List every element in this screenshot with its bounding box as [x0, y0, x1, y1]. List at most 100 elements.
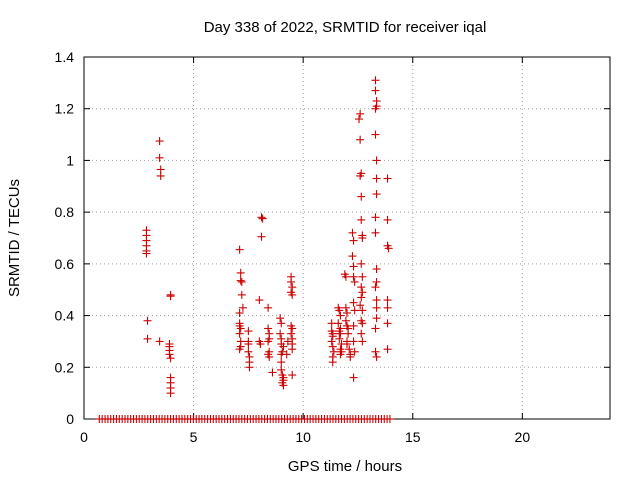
data-point — [257, 232, 266, 241]
data-point — [383, 319, 392, 328]
data-point — [371, 76, 380, 85]
data-point — [143, 334, 152, 343]
data-point — [143, 316, 152, 325]
data-point — [287, 277, 296, 286]
y-tick-label: 0.6 — [55, 256, 75, 272]
data-point — [166, 389, 175, 398]
data-point — [156, 171, 165, 180]
x-tick-label: 10 — [295, 429, 311, 445]
data-point — [277, 365, 286, 374]
data-point — [358, 337, 367, 346]
data-point — [356, 109, 365, 118]
data-point — [343, 340, 351, 349]
data-point — [282, 350, 291, 359]
data-points — [95, 76, 394, 423]
data-point — [245, 363, 254, 372]
y-tick-label: 0.4 — [55, 308, 75, 324]
data-point — [358, 272, 367, 281]
data-point — [265, 352, 274, 361]
data-point — [327, 337, 336, 346]
data-point — [343, 308, 351, 317]
data-point — [155, 137, 164, 146]
data-point — [372, 277, 381, 286]
data-point — [336, 329, 345, 338]
data-point — [383, 296, 392, 305]
chart-title: Day 338 of 2022, SRMTID for receiver iqa… — [204, 19, 487, 36]
data-point — [372, 265, 381, 274]
x-tick-label: 15 — [405, 429, 421, 445]
data-point — [356, 135, 365, 144]
data-point — [277, 319, 286, 328]
data-point — [288, 290, 297, 299]
zero-data-point — [385, 415, 394, 423]
data-point — [264, 337, 273, 346]
data-point — [356, 171, 365, 180]
data-point — [384, 244, 393, 253]
data-point — [341, 272, 350, 281]
data-point — [371, 228, 380, 237]
data-point — [371, 347, 380, 356]
data-point — [276, 329, 285, 338]
data-point — [372, 156, 381, 165]
data-point — [358, 319, 367, 328]
data-point — [235, 329, 244, 338]
data-point — [236, 268, 245, 277]
data-point — [357, 283, 366, 292]
data-point — [142, 249, 151, 258]
data-point — [264, 303, 273, 312]
data-point — [383, 345, 392, 354]
plot-frame — [83, 56, 611, 420]
data-point — [344, 329, 353, 338]
data-point — [348, 228, 357, 237]
data-point — [328, 332, 337, 341]
data-point — [372, 190, 381, 199]
y-tick-label: 0.8 — [55, 204, 75, 220]
data-point — [155, 337, 164, 346]
data-point — [268, 368, 277, 377]
data-point — [335, 306, 344, 315]
data-point — [336, 350, 345, 359]
data-point — [288, 324, 297, 333]
x-tick-label: 5 — [190, 429, 198, 445]
data-point — [349, 373, 358, 382]
data-point — [371, 213, 380, 222]
data-point — [341, 303, 350, 312]
data-point — [349, 337, 358, 346]
data-point — [350, 347, 359, 356]
data-point — [257, 213, 266, 222]
data-point — [355, 115, 364, 124]
data-point — [348, 252, 357, 261]
data-point — [341, 316, 350, 325]
axis-ticks: 0 0.2 0.4 0.6 0.8 1 1.2 1.4 0 5 10 15 20 — [55, 49, 610, 445]
data-point — [329, 347, 338, 356]
data-point — [357, 259, 366, 268]
y-tick-label: 1.2 — [55, 101, 75, 117]
x-axis-title: GPS time / hours — [288, 458, 402, 475]
data-point — [371, 104, 380, 113]
data-point — [235, 245, 244, 254]
x-tick-label: 0 — [80, 429, 88, 445]
data-point — [372, 352, 381, 361]
data-point — [349, 236, 358, 245]
data-point — [255, 296, 264, 305]
data-point — [349, 298, 358, 307]
data-point — [276, 314, 285, 323]
data-point — [328, 342, 337, 351]
data-point — [383, 174, 392, 183]
data-point — [372, 174, 381, 183]
data-point — [166, 354, 175, 363]
data-point — [358, 288, 367, 297]
data-point — [349, 272, 358, 281]
data-point — [165, 350, 174, 359]
data-point — [334, 319, 343, 328]
data-point — [235, 345, 244, 354]
data-point — [236, 276, 245, 285]
data-point — [155, 153, 164, 162]
data-point — [357, 293, 366, 302]
data-point — [357, 215, 366, 224]
data-point — [372, 303, 381, 312]
data-point — [244, 340, 253, 349]
data-point — [166, 292, 175, 301]
data-point — [358, 306, 367, 315]
data-point — [236, 324, 245, 333]
